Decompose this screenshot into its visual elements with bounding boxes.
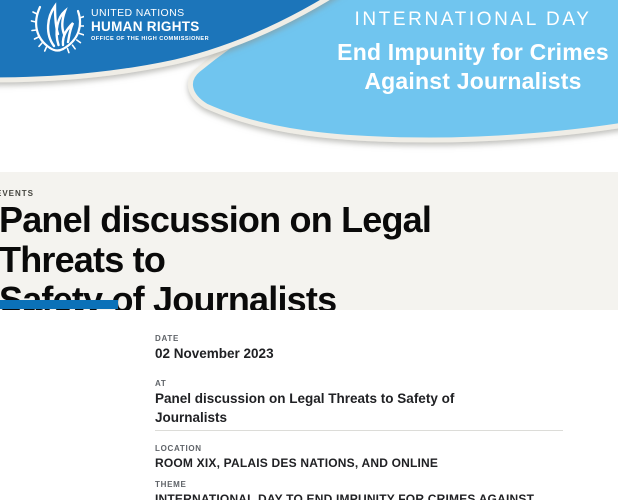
- header-banner: UNITED NATIONS HUMAN RIGHTS OFFICE OF TH…: [0, 0, 618, 172]
- title-accent-bar: [0, 300, 118, 309]
- logo-united-nations: UNITED NATIONS: [91, 7, 185, 19]
- date-label: DATE: [155, 334, 179, 343]
- logo-wordmark: UNITED NATIONS HUMAN RIGHTS OFFICE OF TH…: [91, 2, 209, 43]
- theme-value: INTERNATIONAL DAY TO END IMPUNITY FOR CR…: [155, 492, 535, 500]
- banner-curves-graphic: [0, 0, 618, 143]
- location-label: LOCATION: [155, 444, 202, 453]
- breadcrumb-events[interactable]: EVENTS: [0, 189, 35, 198]
- date-value: 02 November 2023: [155, 346, 274, 361]
- dark-blue-ribbon: [0, 0, 330, 83]
- un-human-rights-logo[interactable]: UNITED NATIONS HUMAN RIGHTS OFFICE OF TH…: [28, 2, 209, 54]
- at-value: Panel discussion on Legal Threats to Saf…: [155, 391, 455, 425]
- detail-date: DATE 02 November 2023: [155, 334, 565, 364]
- event-header-section: EVENTS Panel discussion on Legal Threats…: [0, 172, 618, 320]
- campaign-title-line1: End Impunity for Crimes: [337, 39, 609, 65]
- details-divider: [155, 430, 563, 431]
- logo-office-line: OFFICE OF THE HIGH COMMISSIONER: [91, 35, 210, 42]
- at-label: AT: [155, 379, 167, 388]
- location-value: ROOM XIX, PALAIS DES NATIONS, AND ONLINE: [155, 456, 439, 470]
- logo-human-rights: HUMAN RIGHTS: [91, 18, 200, 34]
- theme-label: THEME: [155, 480, 187, 489]
- event-details-section: DATE 02 November 2023 AT Panel discussio…: [0, 310, 618, 500]
- campaign-kicker: INTERNATIONAL DAY: [354, 9, 592, 30]
- campaign-title-line2: Against Journalists: [364, 68, 582, 94]
- un-wreath-flame-icon: [30, 2, 84, 54]
- detail-theme: THEME INTERNATIONAL DAY TO END IMPUNITY …: [155, 480, 565, 500]
- detail-location: LOCATION ROOM XIX, PALAIS DES NATIONS, A…: [155, 444, 565, 472]
- campaign-banner-text: INTERNATIONAL DAY End Impunity for Crime…: [330, 9, 616, 95]
- page-title-line1: Panel discussion on Legal Threats to: [0, 199, 432, 280]
- detail-at: AT Panel discussion on Legal Threats to …: [155, 379, 565, 428]
